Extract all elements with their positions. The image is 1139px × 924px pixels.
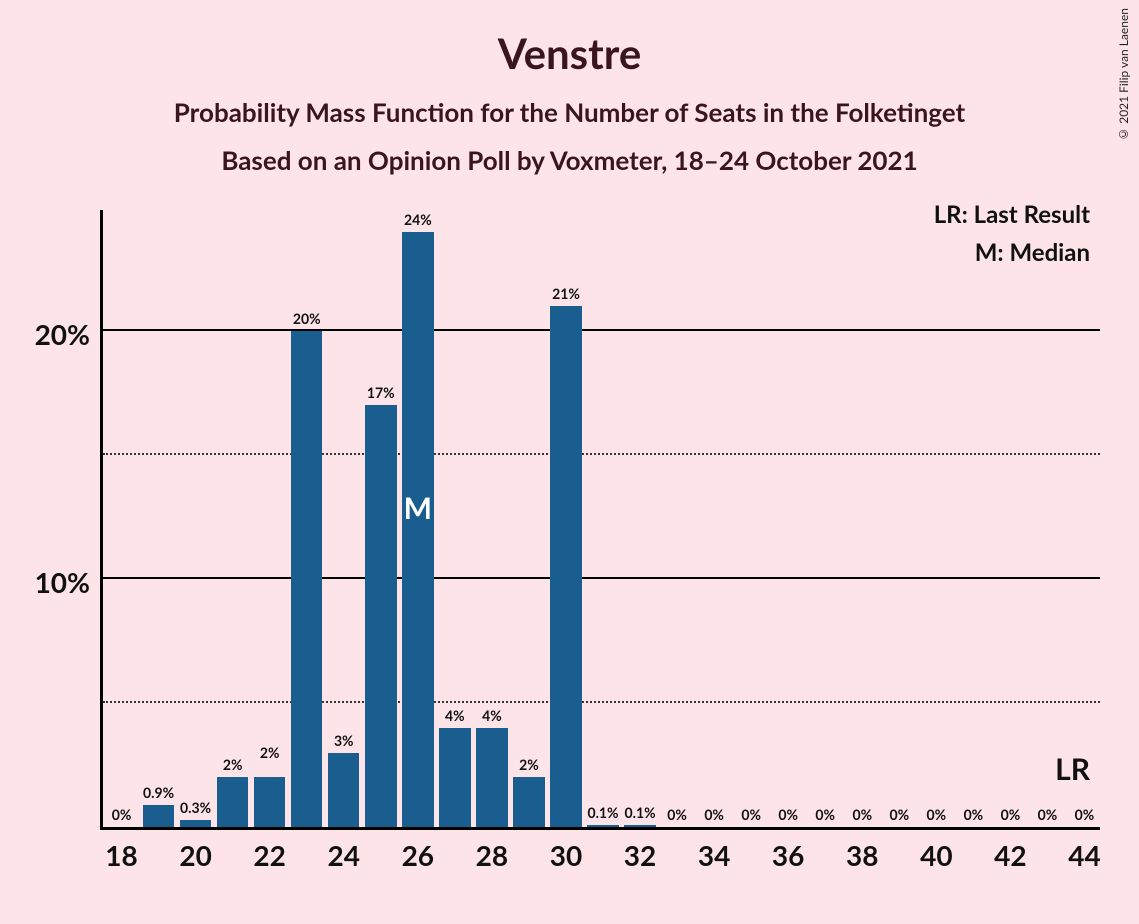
bar-value-label: 0% (667, 806, 687, 823)
legend-lr: LR: Last Result (934, 200, 1090, 229)
bar (587, 825, 618, 827)
bar-value-label: 0.1% (625, 804, 656, 821)
x-axis-label: 18 (105, 838, 137, 872)
bar-value-label: 0.9% (143, 784, 174, 801)
last-result-marker: LR (1055, 751, 1090, 787)
y-axis-label: 20% (35, 317, 90, 351)
gridline-major (103, 577, 1100, 579)
bar (365, 405, 396, 827)
bar (439, 728, 470, 827)
bar-value-label: 0.1% (587, 804, 618, 821)
bar-value-label: 2% (260, 744, 280, 761)
bar-value-label: 0% (815, 806, 835, 823)
bar-value-label: 17% (367, 384, 395, 401)
x-axis-label: 36 (772, 838, 804, 872)
bar-value-label: 0% (112, 806, 132, 823)
x-axis-label: 38 (846, 838, 878, 872)
chart-subtitle-2: Based on an Opinion Poll by Voxmeter, 18… (0, 144, 1139, 176)
bar-value-label: 4% (445, 707, 465, 724)
x-axis-label: 42 (994, 838, 1026, 872)
bar-value-label: 2% (519, 756, 539, 773)
bar-value-label: 0% (1038, 806, 1058, 823)
bar-value-label: 0% (964, 806, 984, 823)
copyright-text: © 2021 Filip van Laenen (1116, 8, 1131, 142)
x-axis-label: 40 (920, 838, 952, 872)
bar (217, 777, 248, 827)
x-axis-label: 24 (327, 838, 359, 872)
bar-value-label: 0% (1075, 806, 1095, 823)
x-axis-label: 32 (624, 838, 656, 872)
chart-subtitle-1: Probability Mass Function for the Number… (0, 96, 1139, 128)
bar-value-label: 0.3% (180, 799, 211, 816)
bar-value-label: 0% (778, 806, 798, 823)
x-axis-label: 30 (550, 838, 582, 872)
bar-value-label: 2% (223, 756, 243, 773)
legend-median: M: Median (975, 238, 1090, 267)
plot-area: 10%20%18202224262830323436384042440%0.9%… (100, 210, 1100, 830)
chart-container: 10%20%18202224262830323436384042440%0.9%… (100, 210, 1100, 830)
bar-value-label: 0% (927, 806, 947, 823)
bar (254, 777, 285, 827)
gridline-minor (103, 453, 1100, 455)
chart-title: Venstre (0, 0, 1139, 78)
bar (476, 728, 507, 827)
bar-value-label: 0% (741, 806, 761, 823)
bar-value-label: 21% (552, 285, 580, 302)
x-axis-label: 20 (179, 838, 211, 872)
x-axis-label: 22 (253, 838, 285, 872)
bar-value-label: 0% (704, 806, 724, 823)
median-marker: M (404, 490, 432, 526)
x-axis-label: 44 (1068, 838, 1100, 872)
bar-value-label: 0% (889, 806, 909, 823)
bar-value-label: 0% (1001, 806, 1021, 823)
bar-value-label: 4% (482, 707, 502, 724)
bar-value-label: 20% (293, 310, 321, 327)
bar (180, 820, 211, 827)
bar (328, 753, 359, 827)
y-axis-label: 10% (35, 565, 90, 599)
bar (550, 306, 581, 827)
bar (513, 777, 544, 827)
bar-value-label: 24% (404, 211, 432, 228)
x-axis-label: 28 (476, 838, 508, 872)
bar (402, 232, 433, 827)
x-axis-label: 34 (698, 838, 730, 872)
bar (291, 331, 322, 827)
bar (143, 805, 174, 827)
gridline-minor (103, 701, 1100, 703)
bar-value-label: 0% (852, 806, 872, 823)
x-axis-label: 26 (402, 838, 434, 872)
bar (624, 825, 655, 827)
gridline-major (103, 329, 1100, 331)
bar-value-label: 3% (334, 732, 354, 749)
